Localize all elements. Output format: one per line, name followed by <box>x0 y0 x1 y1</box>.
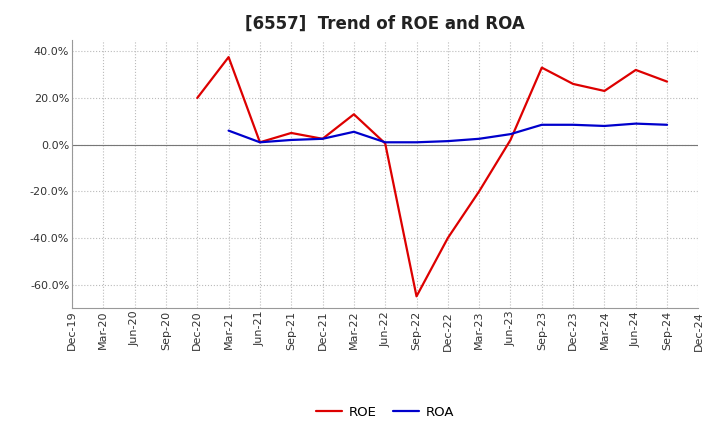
ROA <box>381 139 390 145</box>
Title: [6557]  Trend of ROE and ROA: [6557] Trend of ROE and ROA <box>246 15 525 33</box>
ROA <box>412 139 420 145</box>
Line: ROE: ROE <box>197 57 667 296</box>
ROA <box>225 128 233 133</box>
ROA <box>537 122 546 128</box>
ROE <box>318 136 327 141</box>
ROA <box>569 122 577 128</box>
ROE <box>444 235 452 241</box>
ROE <box>193 95 202 101</box>
ROA <box>506 132 515 137</box>
ROE <box>600 88 609 94</box>
ROE <box>663 79 672 84</box>
ROA <box>350 129 359 135</box>
ROA <box>631 121 640 126</box>
ROE <box>350 112 359 117</box>
ROE <box>256 139 264 145</box>
ROE <box>287 130 296 136</box>
ROE <box>631 67 640 73</box>
ROE <box>569 81 577 87</box>
ROE <box>225 55 233 60</box>
ROA <box>600 123 609 128</box>
ROE <box>537 65 546 70</box>
ROE <box>412 293 420 299</box>
Line: ROA: ROA <box>229 124 667 142</box>
ROA <box>318 136 327 141</box>
ROA <box>444 139 452 144</box>
ROA <box>287 137 296 143</box>
ROE <box>381 141 390 146</box>
ROA <box>256 139 264 145</box>
ROA <box>663 122 672 128</box>
ROE <box>475 189 484 194</box>
ROE <box>506 137 515 143</box>
ROA <box>475 136 484 141</box>
Legend: ROE, ROA: ROE, ROA <box>311 400 459 424</box>
